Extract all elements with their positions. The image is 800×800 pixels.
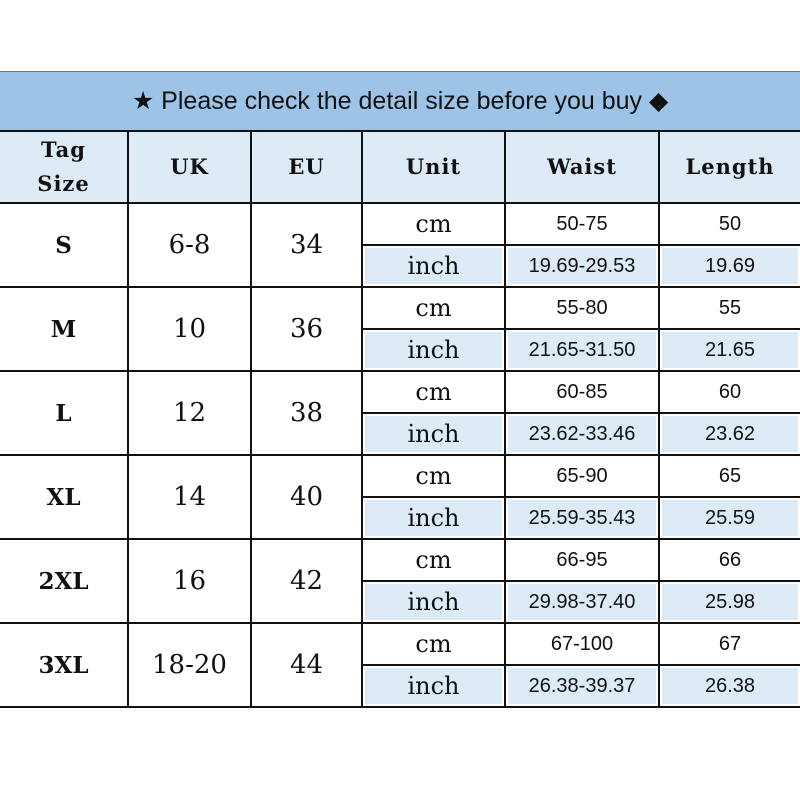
header-tag-size-line1: Tag xyxy=(41,137,86,162)
table-row-cm: XL 14 40 cm 65-90 65 xyxy=(0,454,800,540)
eu-size-cell: 36 xyxy=(250,286,363,372)
table-row-inch: inch 19.69-29.53 19.69 xyxy=(0,244,800,288)
length-cell: 60 xyxy=(657,370,800,414)
waist-cell: 60-85 xyxy=(504,370,660,414)
eu-size-cell: 42 xyxy=(250,538,363,624)
length-cell: 25.59 xyxy=(657,496,800,540)
unit-cell: inch xyxy=(362,664,506,708)
uk-size-cell: 10 xyxy=(127,286,252,372)
waist-cell: 23.62-33.46 xyxy=(504,412,660,456)
header-row: Tag Size UK EU Unit Waist Length xyxy=(0,130,800,204)
table-row-cm: 2XL 16 42 cm 66-95 66 xyxy=(0,538,800,624)
unit-cell: cm xyxy=(361,370,506,414)
chart-title: ★ Please check the detail size before yo… xyxy=(0,72,800,132)
table-row-cm: M 10 36 cm 55-80 55 xyxy=(0,286,800,372)
unit-cell: cm xyxy=(361,622,506,666)
length-cell: 66 xyxy=(657,538,800,582)
header-tag-size: Tag Size xyxy=(0,130,129,204)
header-unit: Unit xyxy=(361,130,506,204)
title-row: ★ Please check the detail size before yo… xyxy=(0,72,800,132)
table-row-inch: inch 25.59-35.43 25.59 xyxy=(0,496,800,540)
length-cell: 67 xyxy=(657,622,800,666)
table-row-inch: inch 23.62-33.46 23.62 xyxy=(0,412,800,456)
uk-size-cell: 14 xyxy=(127,454,252,540)
header-eu: EU xyxy=(250,130,363,204)
length-cell: 23.62 xyxy=(657,412,800,456)
header-uk: UK xyxy=(127,130,252,204)
tag-size-cell: 3XL xyxy=(0,622,129,708)
waist-cell: 55-80 xyxy=(504,286,660,330)
uk-size-cell: 16 xyxy=(127,538,252,624)
waist-cell: 66-95 xyxy=(504,538,660,582)
header-tag-size-line2: Size xyxy=(37,171,90,196)
unit-cell: inch xyxy=(362,328,506,372)
uk-size-cell: 6-8 xyxy=(127,202,252,288)
uk-size-cell: 12 xyxy=(127,370,252,456)
waist-cell: 29.98-37.40 xyxy=(504,580,660,624)
unit-cell: cm xyxy=(361,202,506,246)
length-cell: 65 xyxy=(657,454,800,498)
waist-cell: 67-100 xyxy=(504,622,660,666)
size-table: ★ Please check the detail size before yo… xyxy=(0,72,800,708)
uk-size-cell: 18-20 xyxy=(127,622,252,708)
tag-size-cell: S xyxy=(0,202,129,288)
tag-size-cell: M xyxy=(0,286,129,372)
header-waist: Waist xyxy=(504,130,660,204)
unit-cell: cm xyxy=(361,538,506,582)
length-cell: 21.65 xyxy=(657,328,800,372)
waist-cell: 19.69-29.53 xyxy=(504,244,660,288)
unit-cell: inch xyxy=(362,496,506,540)
length-cell: 55 xyxy=(657,286,800,330)
unit-cell: cm xyxy=(361,286,506,330)
table-row-inch: inch 21.65-31.50 21.65 xyxy=(0,328,800,372)
waist-cell: 25.59-35.43 xyxy=(504,496,660,540)
eu-size-cell: 40 xyxy=(250,454,363,540)
waist-cell: 21.65-31.50 xyxy=(504,328,660,372)
tag-size-cell: XL xyxy=(0,454,129,540)
waist-cell: 26.38-39.37 xyxy=(504,664,660,708)
length-cell: 19.69 xyxy=(657,244,800,288)
length-cell: 26.38 xyxy=(657,664,800,708)
unit-cell: cm xyxy=(361,454,506,498)
table-row-cm: 3XL 18-20 44 cm 67-100 67 xyxy=(0,622,800,708)
length-cell: 25.98 xyxy=(657,580,800,624)
table-row-cm: L 12 38 cm 60-85 60 xyxy=(0,370,800,456)
waist-cell: 65-90 xyxy=(504,454,660,498)
header-length: Length xyxy=(657,130,800,204)
length-cell: 50 xyxy=(657,202,800,246)
unit-cell: inch xyxy=(362,580,506,624)
tag-size-cell: 2XL xyxy=(0,538,129,624)
table-row-cm: S 6-8 34 cm 50-75 50 xyxy=(0,202,800,288)
table-row-inch: inch 26.38-39.37 26.38 xyxy=(0,664,800,708)
eu-size-cell: 38 xyxy=(250,370,363,456)
unit-cell: inch xyxy=(362,412,506,456)
waist-cell: 50-75 xyxy=(504,202,660,246)
eu-size-cell: 44 xyxy=(250,622,363,708)
table-row-inch: inch 29.98-37.40 25.98 xyxy=(0,580,800,624)
unit-cell: inch xyxy=(362,244,506,288)
tag-size-cell: L xyxy=(0,370,129,456)
size-chart: ★ Please check the detail size before yo… xyxy=(0,71,800,708)
eu-size-cell: 34 xyxy=(250,202,363,288)
